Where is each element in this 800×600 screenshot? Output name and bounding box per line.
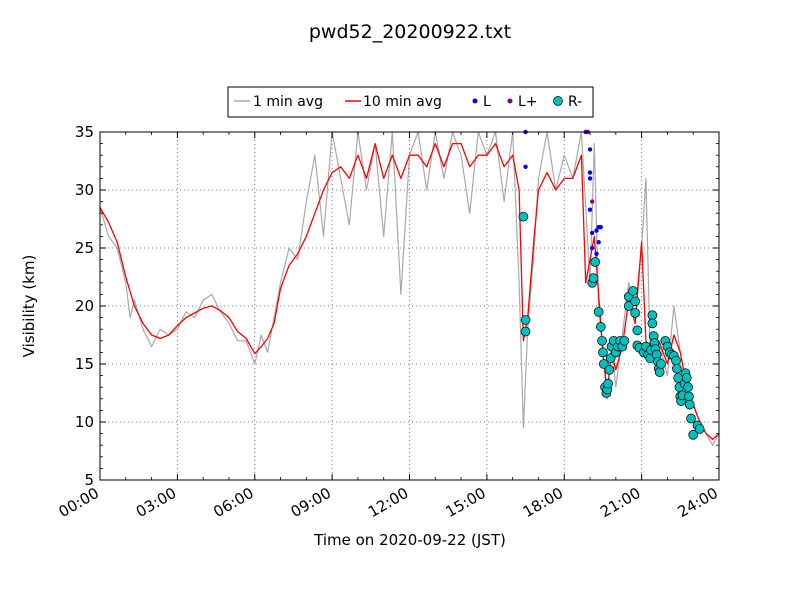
point-l xyxy=(598,224,603,230)
x-axis-label: Time on 2020-09-22 (JST) xyxy=(313,531,506,549)
x-tick-label: 24:00 xyxy=(675,484,721,521)
x-tick-label: 09:00 xyxy=(288,484,334,521)
point-r-minus xyxy=(656,359,666,369)
x-tick-label: 12:00 xyxy=(365,484,411,521)
series-line-10-min-avg xyxy=(99,142,720,441)
point-r-minus xyxy=(671,355,681,366)
point-r-minus xyxy=(684,399,695,410)
x-tick-label: 18:00 xyxy=(520,484,566,521)
point-r-minus xyxy=(672,363,682,374)
legend-label-lplus: L+ xyxy=(518,94,538,110)
point-r-minus xyxy=(628,286,638,296)
legend-label-10min: 10 min avg xyxy=(363,94,442,110)
point-r-minus xyxy=(598,359,609,369)
point-r-minus xyxy=(588,273,599,284)
legend-box xyxy=(227,86,594,118)
point-r-minus xyxy=(619,335,630,346)
point-l xyxy=(587,207,593,212)
legend-marker-lplus xyxy=(507,98,513,104)
point-l xyxy=(523,164,528,169)
point-r-minus xyxy=(686,413,696,424)
legend: 1 min avg 10 min avg L L+ R- xyxy=(227,86,594,118)
point-l xyxy=(594,251,599,256)
plot-area xyxy=(99,129,720,446)
x-tick-label: 03:00 xyxy=(133,484,179,521)
point-r-minus xyxy=(604,364,615,375)
point-r-minus xyxy=(684,391,694,402)
point-l xyxy=(587,170,593,175)
y-tick-label: 20 xyxy=(75,297,94,315)
y-tick-label: 30 xyxy=(75,181,94,199)
y-tick-label: 15 xyxy=(75,355,94,373)
point-r-minus xyxy=(593,306,604,317)
point-r-minus xyxy=(630,296,641,307)
point-r-minus xyxy=(630,308,641,318)
y-tick-label: 5 xyxy=(84,471,94,489)
point-l xyxy=(596,240,601,245)
legend-label-rminus: R- xyxy=(568,94,582,110)
legend-marker-rminus xyxy=(553,96,563,106)
point-r-minus xyxy=(647,310,658,321)
point-r-minus xyxy=(520,326,531,337)
point-r-minus xyxy=(694,424,705,434)
x-tick-label: 21:00 xyxy=(597,484,643,521)
legend-label-l: L xyxy=(483,94,491,110)
y-axis: 5 10 15 20 25 30 35 xyxy=(75,123,719,489)
point-r-minus xyxy=(688,429,699,440)
point-r-minus xyxy=(683,382,693,393)
point-l xyxy=(589,245,595,251)
point-l xyxy=(587,176,593,181)
point-r-minus xyxy=(590,257,601,267)
point-r-minus xyxy=(598,347,608,358)
point-r-minus xyxy=(520,315,531,325)
x-tick-label: 15:00 xyxy=(442,484,488,521)
point-r-minus xyxy=(518,211,529,222)
point-r-minus xyxy=(595,322,606,332)
x-tick-label: 00:00 xyxy=(56,484,102,521)
point-r-minus xyxy=(632,325,643,336)
x-tick-label: 06:00 xyxy=(210,484,256,521)
y-tick-label: 25 xyxy=(75,239,94,257)
point-l xyxy=(589,230,595,236)
y-axis-label: Visibility (km) xyxy=(20,255,38,358)
point-r-minus xyxy=(654,367,665,377)
point-r-minus xyxy=(597,335,607,346)
point-l xyxy=(594,228,599,233)
point-l-plus xyxy=(589,199,595,204)
legend-label-1min: 1 min avg xyxy=(253,94,323,110)
point-r-minus xyxy=(647,318,658,329)
point-r-minus xyxy=(681,373,692,383)
legend-marker-l xyxy=(472,98,478,104)
y-tick-label: 10 xyxy=(75,413,94,431)
point-r-minus xyxy=(603,378,613,389)
point-l xyxy=(587,147,593,152)
y-tick-label: 35 xyxy=(75,123,94,141)
chart-title: pwd52_20200922.txt xyxy=(309,21,511,43)
